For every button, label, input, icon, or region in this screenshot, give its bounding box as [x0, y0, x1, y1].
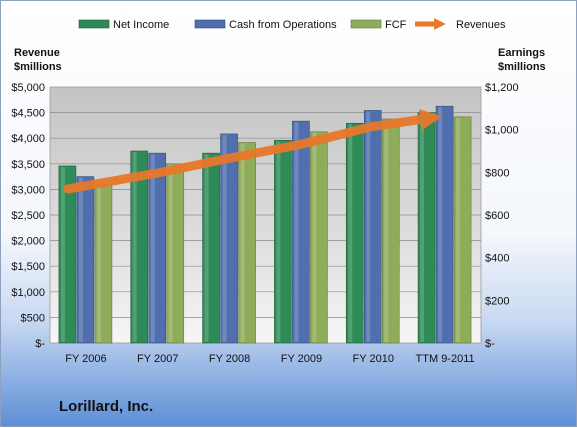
bar-highlight	[348, 124, 353, 343]
left-tick-label: $2,000	[11, 236, 45, 248]
bar-highlight	[96, 186, 101, 342]
bar-highlight	[222, 134, 227, 342]
right-tick-label: $600	[485, 210, 509, 222]
bar-highlight	[366, 111, 371, 342]
bar-cash-from-operations	[220, 133, 238, 344]
bar-net-income	[345, 122, 364, 344]
bar-fcf	[381, 118, 400, 344]
x-tick-label: FY 2007	[137, 353, 178, 365]
left-tick-label: $2,500	[11, 210, 45, 222]
bar-cash-from-operations	[435, 105, 454, 344]
left-tick-label: $3,500	[11, 159, 45, 171]
bar-fcf	[453, 116, 472, 344]
legend-label-net-income: Net Income	[113, 19, 169, 31]
legend-swatch-cash-from-operations	[194, 19, 226, 29]
bar-fcf	[238, 142, 256, 344]
right-tick-label: $-	[485, 338, 495, 350]
x-tick-label: TTM 9-2011	[416, 353, 475, 365]
legend-label-revenues: Revenues	[456, 19, 506, 31]
bar-highlight	[420, 113, 425, 342]
left-tick-label: $500	[21, 312, 45, 324]
x-tick-label: FY 2009	[281, 353, 322, 365]
left-tick-label: $1,500	[11, 261, 45, 273]
legend-swatch-net-income	[78, 19, 110, 29]
legend: Net Income Cash from Operations FCF Reve…	[78, 17, 506, 31]
bar-highlight	[132, 152, 137, 342]
bar-fcf	[166, 163, 185, 344]
bar-highlight	[78, 177, 83, 342]
bar-highlight	[294, 122, 299, 342]
bar-highlight	[204, 154, 209, 342]
bar-cash-from-operations	[292, 120, 310, 344]
bar-highlight	[456, 117, 461, 342]
left-axis-title-line2: $millions	[14, 61, 62, 73]
x-axis-ticks: FY 2006 FY 2007 FY 2008 FY 2009 FY 2010 TTM 9…	[65, 353, 474, 365]
right-axis-title-line1: Earnings	[498, 47, 545, 59]
revenues-line	[63, 108, 442, 194]
legend-label-cash-from-operations: Cash from Operations	[229, 19, 337, 31]
x-tick-label: FY 2006	[65, 353, 106, 365]
gridlines	[50, 112, 481, 318]
bar-cash-from-operations	[148, 152, 167, 344]
legend-label-fcf: FCF	[385, 19, 407, 31]
left-tick-label: $-	[35, 338, 45, 350]
bar-highlight	[150, 154, 155, 342]
bar-net-income	[202, 152, 220, 344]
bar-fcf	[310, 131, 328, 344]
bar-net-income	[130, 150, 149, 344]
bar-highlight	[168, 164, 173, 342]
legend-swatch-fcf	[350, 19, 382, 29]
bar-net-income	[274, 140, 292, 344]
left-tick-label: $1,000	[11, 287, 45, 299]
bar-net-income	[58, 165, 77, 344]
bar-highlight	[60, 166, 65, 342]
right-tick-label: $400	[485, 253, 509, 265]
revenue-line	[63, 108, 442, 194]
left-tick-label: $5,000	[11, 82, 45, 94]
bar-highlight	[240, 143, 245, 342]
right-tick-label: $200	[485, 295, 509, 307]
right-tick-label: $1,200	[485, 82, 519, 94]
left-tick-label: $4,500	[11, 108, 45, 120]
right-tick-label: $800	[485, 167, 509, 179]
left-axis-ticks: $- $500 $1,000 $1,500 $2,000 $2,500 $3,000 $3,5…	[11, 82, 45, 350]
left-tick-label: $4,000	[11, 133, 45, 145]
x-tick-label: FY 2010	[353, 353, 394, 365]
chart-title: Lorillard, Inc.	[59, 398, 154, 415]
bar-cash-from-operations	[76, 176, 95, 344]
bar-highlight	[312, 132, 317, 342]
bar-highlight	[276, 141, 281, 342]
right-axis-ticks: $- $200 $400 $600 $800 $1,000 $1,200	[485, 82, 519, 350]
left-tick-label: $3,000	[11, 184, 45, 196]
right-tick-label: $1,000	[485, 125, 519, 137]
bars	[58, 105, 472, 344]
bar-cash-from-operations	[363, 110, 382, 344]
x-tick-label: FY 2008	[209, 353, 250, 365]
left-axis-title-line1: Revenue	[14, 47, 60, 59]
bar-highlight	[438, 107, 443, 342]
right-axis-title-line2: $millions	[498, 61, 546, 73]
bar-highlight	[384, 120, 389, 342]
